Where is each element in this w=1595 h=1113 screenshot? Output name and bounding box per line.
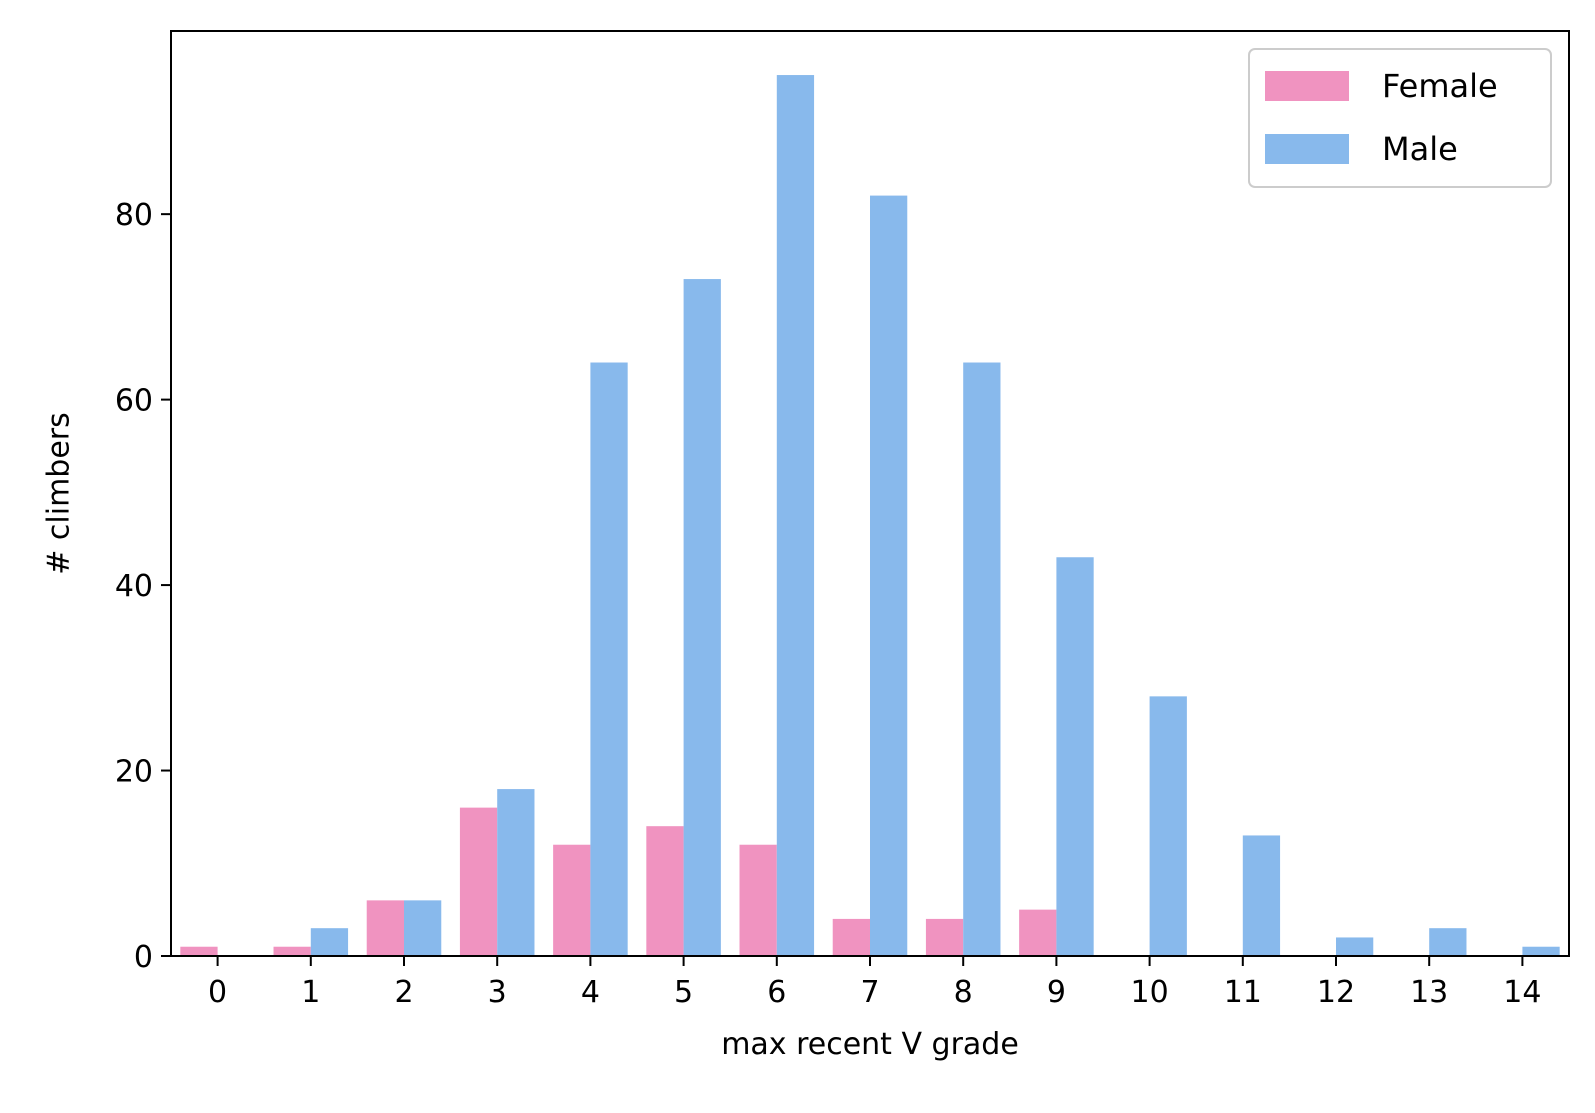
x-tick-label: 8 bbox=[954, 975, 973, 1010]
x-axis-label: max recent V grade bbox=[721, 1027, 1019, 1062]
x-tick-label: 7 bbox=[860, 975, 879, 1010]
bar-male-10 bbox=[1149, 696, 1187, 956]
bar-female-6 bbox=[739, 844, 777, 956]
bar-male-8 bbox=[963, 362, 1001, 956]
x-tick-label: 12 bbox=[1317, 975, 1355, 1010]
x-tick-label: 5 bbox=[674, 975, 693, 1010]
x-tick-label: 2 bbox=[394, 975, 413, 1010]
x-tick-label: 14 bbox=[1503, 975, 1541, 1010]
bar-female-1 bbox=[273, 946, 311, 956]
y-axis-label: # climbers bbox=[42, 412, 77, 575]
bar-male-14 bbox=[1522, 946, 1560, 956]
bars-group bbox=[180, 75, 1560, 957]
y-tick-label: 20 bbox=[115, 755, 153, 790]
x-tick-label: 10 bbox=[1131, 975, 1169, 1010]
bar-female-7 bbox=[832, 918, 870, 956]
bar-female-3 bbox=[459, 807, 498, 956]
x-tick-label: 9 bbox=[1047, 975, 1066, 1010]
y-axis: 0 20 40 60 80 bbox=[115, 198, 171, 975]
legend-swatch-female bbox=[1265, 71, 1349, 101]
x-tick-label: 1 bbox=[301, 975, 320, 1010]
bar-male-3 bbox=[497, 789, 535, 956]
legend-swatch-male bbox=[1265, 134, 1349, 164]
bar-female-9 bbox=[1019, 909, 1057, 956]
x-tick-label: 6 bbox=[767, 975, 786, 1010]
y-tick-label: 40 bbox=[115, 569, 153, 604]
bar-male-7 bbox=[870, 195, 908, 956]
legend: Female Male bbox=[1248, 48, 1552, 188]
bar-female-8 bbox=[925, 918, 964, 956]
bar-male-11 bbox=[1242, 835, 1281, 956]
bar-female-2 bbox=[366, 900, 404, 956]
x-tick-label: 0 bbox=[208, 975, 227, 1010]
y-tick-label: 60 bbox=[115, 384, 153, 419]
bar-female-4 bbox=[553, 844, 591, 956]
x-tick-label: 11 bbox=[1224, 975, 1262, 1010]
bar-male-5 bbox=[683, 279, 721, 957]
legend-label-male: Male bbox=[1382, 130, 1458, 168]
bar-male-12 bbox=[1336, 937, 1374, 956]
x-axis: 0 1 2 3 4 5 6 7 8 9 10 11 12 13 14 bbox=[208, 956, 1541, 1010]
bar-male-1 bbox=[310, 928, 349, 956]
y-tick-label: 0 bbox=[134, 940, 153, 975]
bar-male-9 bbox=[1056, 557, 1094, 956]
y-tick-label: 80 bbox=[115, 198, 153, 233]
x-tick-label: 3 bbox=[488, 975, 507, 1010]
x-tick-label: 4 bbox=[581, 975, 600, 1010]
legend-label-female: Female bbox=[1382, 67, 1498, 105]
bar-male-13 bbox=[1429, 928, 1467, 956]
bar-female-0 bbox=[180, 946, 218, 956]
bar-female-5 bbox=[646, 826, 684, 956]
bar-male-4 bbox=[590, 362, 628, 956]
bar-male-2 bbox=[404, 900, 442, 956]
bar-male-6 bbox=[776, 75, 815, 957]
x-tick-label: 13 bbox=[1410, 975, 1448, 1010]
